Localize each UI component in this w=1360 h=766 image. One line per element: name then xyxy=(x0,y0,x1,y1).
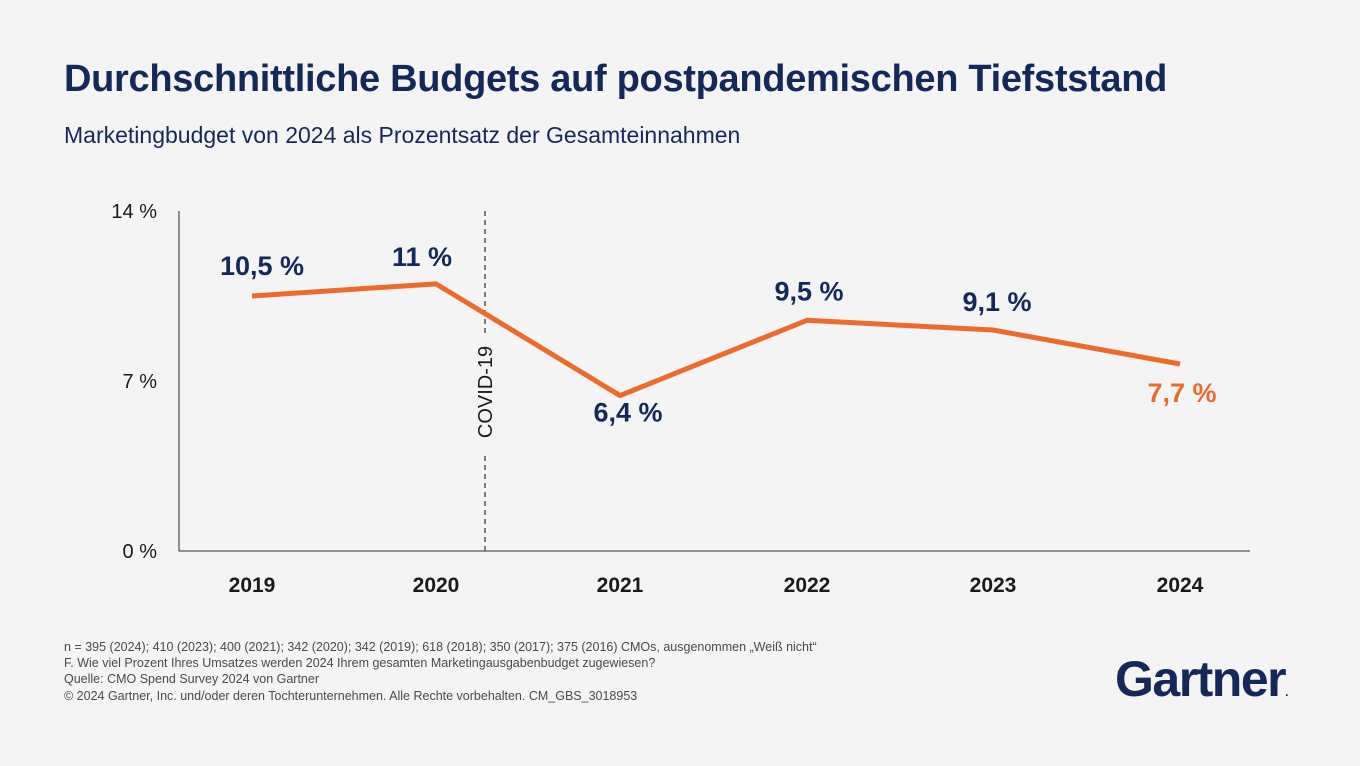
chart-title: Durchschnittliche Budgets auf postpandem… xyxy=(64,58,1168,100)
x-tick-label: 2022 xyxy=(784,574,831,597)
footnote-question: F. Wie viel Prozent Ihres Umsatzes werde… xyxy=(64,656,656,671)
series-line xyxy=(251,281,1181,399)
x-tick-label: 2019 xyxy=(229,574,276,597)
y-tick-label: 7 % xyxy=(123,371,158,393)
x-tick-label: 2023 xyxy=(970,574,1017,597)
x-tick-label: 2021 xyxy=(597,574,644,597)
x-tick-label: 2020 xyxy=(413,574,460,597)
covid-annotation-label: COVID-19 xyxy=(475,346,497,438)
y-tick-label: 14 % xyxy=(111,201,157,223)
x-tick-label: 2024 xyxy=(1157,574,1204,597)
footnote-source: Quelle: CMO Spend Survey 2024 von Gartne… xyxy=(64,672,319,687)
footnote-copyright: © 2024 Gartner, Inc. und/oder deren Toch… xyxy=(64,688,638,703)
gartner-logo-mark: . xyxy=(1285,685,1289,699)
data-label: 6,4 % xyxy=(593,398,662,428)
chart-subtitle: Marketingbudget von 2024 als Prozentsatz… xyxy=(64,122,741,148)
gartner-logo: Gartner. xyxy=(1115,650,1288,708)
data-label: 9,5 % xyxy=(774,276,843,306)
data-label: 10,5 % xyxy=(220,251,304,281)
footnotes: n = 395 (2024); 410 (2023); 400 (2021); … xyxy=(64,639,817,704)
data-label: 7,7 % xyxy=(1147,378,1216,408)
y-tick-label: 0 % xyxy=(123,541,158,563)
data-label: 11 % xyxy=(392,242,452,272)
data-label: 9,1 % xyxy=(962,287,1031,317)
gartner-logo-text: Gartner xyxy=(1115,651,1287,707)
footnote-sample-size: n = 395 (2024); 410 (2023); 400 (2021); … xyxy=(64,640,817,654)
